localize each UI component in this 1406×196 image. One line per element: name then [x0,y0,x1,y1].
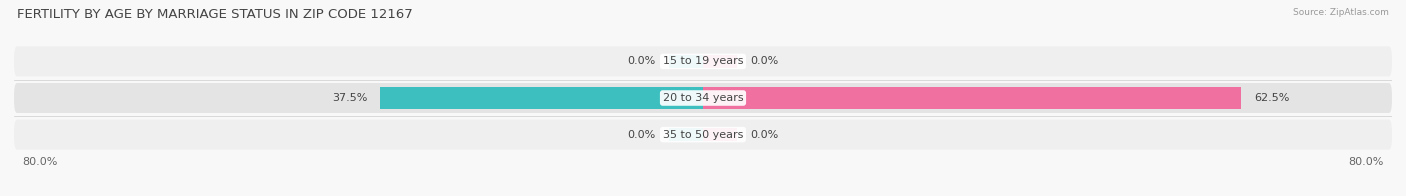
Text: 0.0%: 0.0% [627,130,655,140]
Text: 20 to 34 years: 20 to 34 years [662,93,744,103]
FancyBboxPatch shape [14,83,1392,113]
FancyBboxPatch shape [14,46,1392,76]
FancyBboxPatch shape [14,120,1392,150]
Bar [703,128,738,141]
Text: 80.0%: 80.0% [1348,157,1384,167]
Text: 80.0%: 80.0% [22,157,58,167]
Bar [380,87,703,109]
Text: Source: ZipAtlas.com: Source: ZipAtlas.com [1294,8,1389,17]
Text: FERTILITY BY AGE BY MARRIAGE STATUS IN ZIP CODE 12167: FERTILITY BY AGE BY MARRIAGE STATUS IN Z… [17,8,412,21]
Bar [669,128,703,141]
Text: 15 to 19 years: 15 to 19 years [662,56,744,66]
Bar [669,92,703,104]
Text: 62.5%: 62.5% [1254,93,1289,103]
Bar [703,55,738,68]
Text: 0.0%: 0.0% [627,56,655,66]
Text: 0.0%: 0.0% [751,56,779,66]
Text: 37.5%: 37.5% [332,93,367,103]
Bar [669,55,703,68]
Text: 0.0%: 0.0% [751,130,779,140]
Text: 35 to 50 years: 35 to 50 years [662,130,744,140]
Bar [703,92,738,104]
Bar [703,87,1241,109]
